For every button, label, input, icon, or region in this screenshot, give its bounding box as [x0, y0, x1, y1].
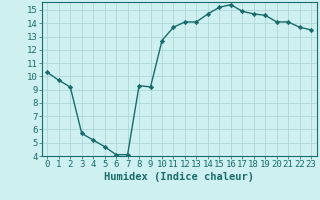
- X-axis label: Humidex (Indice chaleur): Humidex (Indice chaleur): [104, 172, 254, 182]
